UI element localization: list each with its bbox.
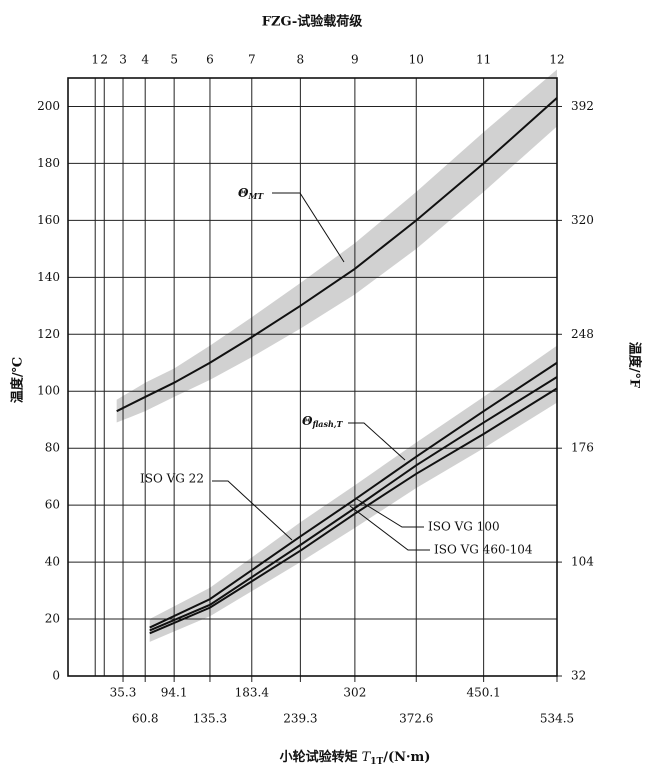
mt-label-subscript: MT — [247, 191, 264, 201]
x2-tick-label: 8 — [297, 53, 305, 67]
x-axis-label: 小轮试验转矩 T1T/(N·m) — [280, 749, 431, 767]
mt-label: ΘMT — [238, 186, 264, 202]
line — [116, 97, 558, 413]
x2-tick-label: 7 — [248, 53, 256, 67]
y2-tick-label: 248 — [571, 327, 594, 341]
x-tick-label: 302 — [343, 686, 366, 700]
x2-tick-label: 3 — [119, 53, 127, 67]
x2-tick-label: 11 — [476, 53, 491, 67]
series-label: ISO VG 460-104 — [434, 543, 533, 557]
leader — [348, 422, 406, 461]
x-tick-label: 450.1 — [466, 686, 500, 700]
x2-tick-label: 1 — [91, 53, 99, 67]
y-tick-label: 100 — [37, 384, 60, 398]
y-tick-label: 80 — [45, 441, 60, 455]
y-tick-label: 140 — [37, 270, 60, 284]
flash-label: Θflash,T — [302, 414, 344, 430]
y-tick-label: 200 — [37, 99, 60, 113]
x2-tick-label: 9 — [351, 53, 359, 67]
series-label: ISO VG 100 — [428, 520, 500, 534]
x-axis-label-text: 小轮试验转矩 — [280, 749, 358, 765]
flash-label-subscript: flash,T — [311, 419, 343, 429]
y2-tick-label: 32 — [571, 669, 586, 683]
y-tick-label: 180 — [37, 156, 60, 170]
x-axis-label-symbol: T — [362, 750, 372, 765]
x-tick-label: 372.6 — [399, 712, 433, 726]
x-tick-label: 94.1 — [161, 686, 188, 700]
line — [149, 387, 558, 635]
x-tick-label: 35.3 — [110, 686, 137, 700]
y-tick-label: 160 — [37, 213, 60, 227]
x2-tick-label: 5 — [170, 53, 178, 67]
x-axis-label-unit: /(N·m) — [383, 750, 430, 765]
chart-title: FZG-试验载荷级 — [262, 14, 363, 30]
leader — [272, 192, 345, 263]
line — [149, 361, 558, 629]
y2-tick-label: 320 — [571, 213, 594, 227]
x2-tick-label: 10 — [409, 53, 424, 67]
x-tick-label: 60.8 — [132, 712, 159, 726]
x-tick-label: 239.3 — [283, 712, 317, 726]
leader — [354, 497, 424, 528]
y-tick-label: 120 — [37, 327, 60, 341]
y2-tick-label: 392 — [571, 99, 594, 113]
x-tick-label: 135.3 — [193, 712, 227, 726]
y-tick-label: 60 — [45, 498, 60, 512]
y2-tick-label: 104 — [571, 555, 594, 569]
x2-tick-label: 6 — [206, 53, 214, 67]
band — [116, 69, 557, 423]
x2-tick-label: 12 — [549, 53, 564, 67]
mt-label-symbol: Θ — [238, 186, 249, 200]
series-label: ISO VG 22 — [140, 472, 204, 486]
y-axis-label: 温度/℃ — [10, 357, 26, 403]
x-axis-label-subscript: 1T — [370, 757, 383, 767]
y-tick-label: 0 — [52, 669, 60, 683]
flash-label-symbol: Θ — [302, 414, 313, 428]
leader — [212, 480, 293, 541]
x-tick-label: 534.5 — [540, 712, 574, 726]
y2-axis-label: 温度/°F — [627, 342, 643, 389]
y2-tick-label: 176 — [571, 441, 594, 455]
y-tick-label: 20 — [45, 612, 60, 626]
leader — [349, 505, 430, 551]
x2-tick-label: 4 — [141, 53, 149, 67]
x2-tick-label: 2 — [100, 53, 108, 67]
y-tick-label: 40 — [45, 555, 60, 569]
x-tick-label: 183.4 — [235, 686, 270, 700]
line — [149, 376, 558, 632]
